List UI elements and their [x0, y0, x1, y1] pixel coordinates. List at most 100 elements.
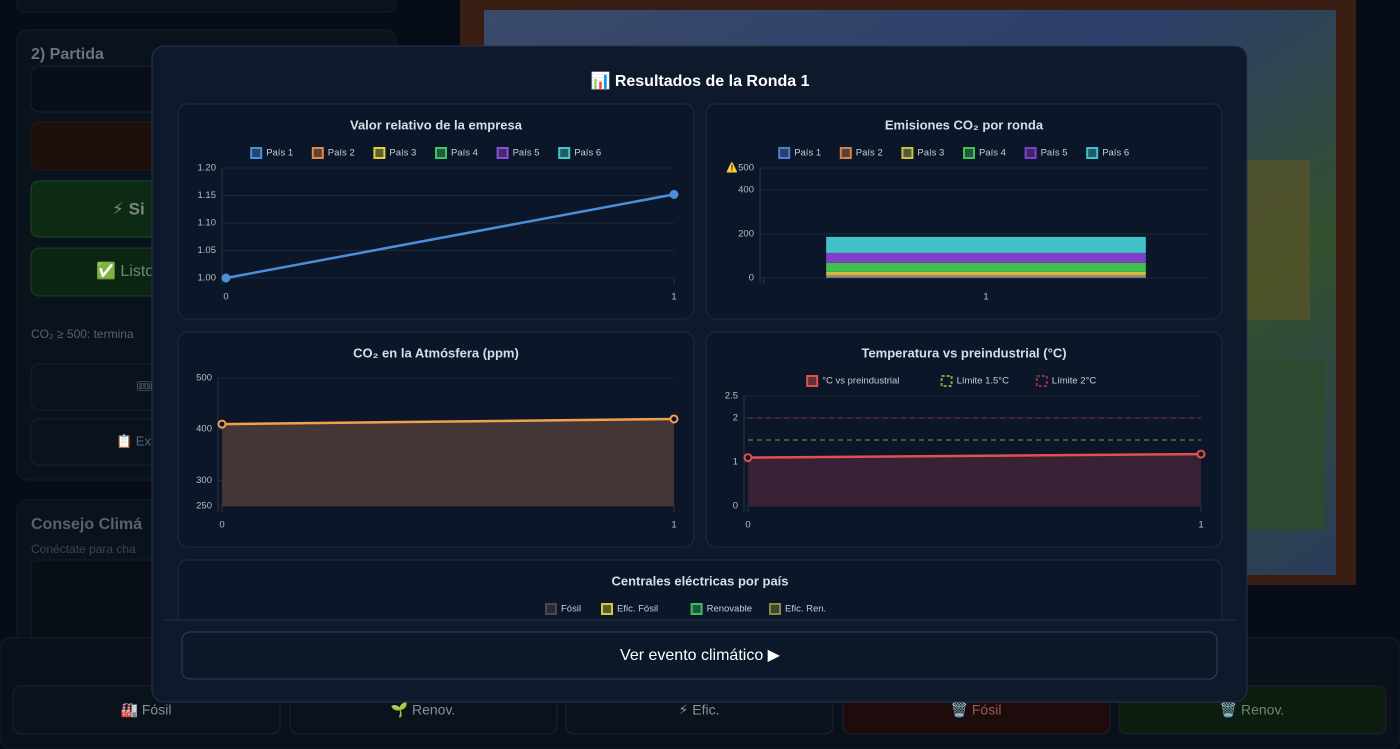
bar-segment	[826, 274, 1146, 277]
point	[669, 189, 679, 199]
legend-label: País 1	[266, 148, 293, 159]
button-label: 🏭 Fósil	[121, 702, 172, 719]
point	[1196, 449, 1206, 459]
button-label: ✅ Listo	[96, 261, 154, 280]
point	[221, 273, 231, 283]
line	[225, 193, 675, 280]
y-tick-label: 1.10	[198, 218, 217, 229]
legend-swatch	[1024, 147, 1037, 159]
x-tick-label: 1	[671, 520, 676, 531]
x-tick-label: 1	[1198, 520, 1203, 531]
y-tick-label: ⚠️500	[726, 162, 754, 174]
legend-swatch	[690, 603, 703, 615]
legend-swatch	[496, 147, 509, 159]
y-tick-label: 200	[738, 229, 754, 240]
y-tick-label: 0	[749, 273, 754, 284]
legend-swatch	[806, 375, 819, 387]
bar-segment	[826, 236, 1146, 253]
point	[217, 419, 227, 429]
button-label: 🗑️ Renov.	[1220, 702, 1285, 719]
legend-label: País 5	[513, 148, 540, 159]
area	[748, 454, 1201, 506]
legend-label: País 4	[979, 148, 1006, 159]
legend-label: País 2	[328, 148, 355, 159]
button-label: Ver evento climático ▶	[620, 647, 781, 664]
legend-swatch	[373, 147, 386, 159]
chart-title: Emisiones CO₂ por ronda	[885, 117, 1044, 132]
bar-segment	[826, 252, 1146, 263]
y-tick-label: 0	[733, 501, 738, 512]
legend-swatch	[839, 147, 852, 159]
button-label: 🌱 Renov.	[391, 702, 456, 719]
map-land	[1240, 160, 1310, 320]
y-tick-label: 1	[733, 457, 738, 468]
legend-swatch	[901, 147, 914, 159]
legend-label: País 5	[1041, 148, 1068, 159]
legend-swatch	[250, 147, 263, 159]
y-tick-label: 2.5	[725, 391, 738, 402]
y-tick-label: 1.00	[198, 273, 217, 284]
hint: Conéctate para cha	[31, 542, 136, 556]
button-label: 🎟	[136, 378, 153, 393]
y-tick-label: 400	[196, 424, 212, 435]
y-tick-label: 400	[738, 185, 754, 196]
x-tick-label: 0	[745, 520, 750, 531]
y-tick-label: 1.15	[198, 190, 217, 201]
chart-card	[705, 103, 1223, 320]
legend-swatch	[435, 147, 447, 159]
y-tick-label: 1.05	[198, 245, 217, 256]
legend-swatch	[601, 603, 613, 615]
modal-title: 📊 Resultados de la Ronda 1	[590, 71, 809, 90]
chart-title: Centrales eléctricas por país	[611, 573, 788, 588]
button-label: 📋 Ex	[116, 433, 151, 448]
button[interactable]	[181, 631, 1218, 680]
y-tick-label: 500	[196, 373, 212, 384]
x-tick-label: 0	[223, 292, 228, 303]
legend-swatch	[311, 147, 324, 159]
map-land	[1245, 360, 1325, 530]
x-tick-label: 1	[671, 292, 676, 303]
line	[221, 417, 675, 426]
bar-segment	[826, 276, 1146, 278]
button-label: ⚡ Si	[112, 199, 145, 218]
chart-card	[177, 103, 695, 320]
legend-swatch	[778, 147, 791, 159]
legend-swatch	[940, 375, 953, 387]
section-title: 2) Partida	[31, 46, 104, 63]
legend-swatch	[545, 603, 557, 615]
legend-swatch	[769, 603, 781, 615]
legend-label: País 3	[917, 148, 944, 159]
legend-label: Efic. Fósil	[617, 604, 658, 615]
y-tick-label: 1.20	[198, 163, 217, 174]
legend-label: Límite 2°C	[1052, 376, 1097, 387]
legend-label: País 6	[1102, 148, 1129, 159]
legend-label: País 4	[451, 148, 478, 159]
x-tick-label: 1	[983, 292, 988, 303]
legend-label: País 6	[574, 148, 601, 159]
point	[743, 453, 753, 463]
chart-title: Valor relativo de la empresa	[350, 117, 523, 132]
button-label: 🗑️ Fósil	[951, 702, 1002, 719]
panel	[16, 0, 397, 13]
legend-label: Fósil	[561, 604, 581, 615]
y-tick-label: 250	[196, 501, 212, 512]
legend-swatch	[558, 147, 571, 159]
bar-segment	[826, 262, 1146, 272]
y-tick-label: 300	[196, 475, 212, 486]
area	[222, 418, 674, 506]
legend-label: País 2	[856, 148, 883, 159]
legend-label: País 1	[794, 148, 821, 159]
legend-label: Renovable	[707, 604, 752, 615]
y-tick-label: 2	[733, 413, 738, 424]
line	[747, 452, 1202, 459]
legend-label: °C vs preindustrial	[822, 376, 899, 387]
point	[669, 414, 679, 424]
section-title: Consejo Climá	[31, 516, 142, 533]
chart-title: CO₂ en la Atmósfera (ppm)	[353, 345, 519, 360]
button-label: ⚡ Efic.	[679, 702, 720, 718]
legend-swatch	[1086, 147, 1099, 159]
note: CO₂ ≥ 500: termina	[31, 327, 134, 341]
x-tick-label: 0	[219, 520, 224, 531]
